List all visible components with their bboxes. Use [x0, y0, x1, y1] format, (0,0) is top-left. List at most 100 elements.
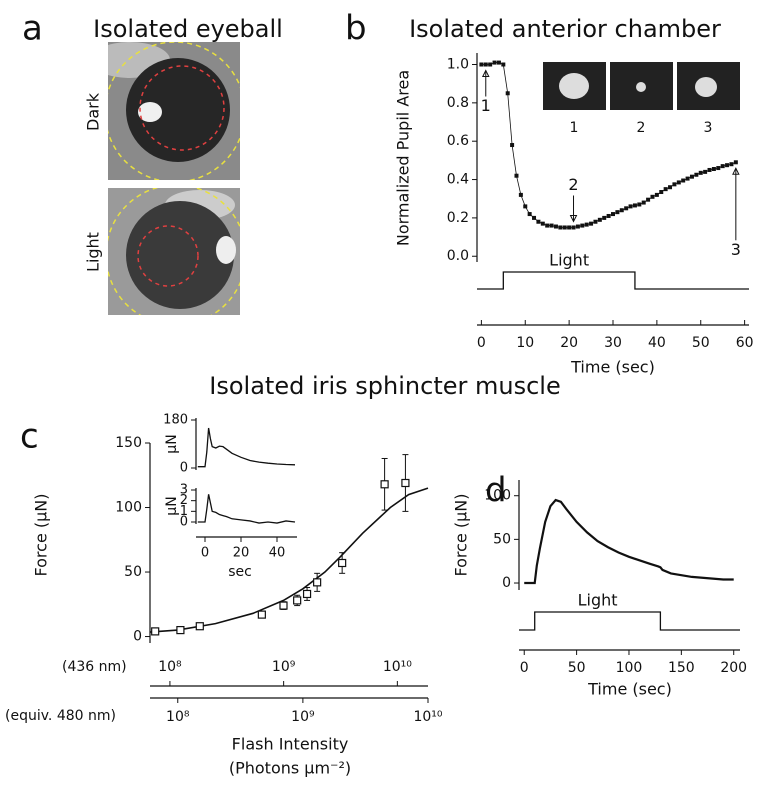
data-point: [195, 622, 204, 631]
x-tick-label: 10¹⁰: [383, 659, 412, 675]
x-axis-units: (Photons μm⁻²): [229, 759, 351, 778]
inset-image-label: 1: [570, 120, 579, 136]
y-tick-label: 0: [180, 515, 188, 530]
data-point: [527, 212, 532, 217]
data-point: [257, 610, 266, 619]
data-point: [593, 219, 598, 224]
data-point: [711, 167, 716, 172]
annotation-arrowhead: [569, 214, 578, 223]
y-axis-label: Force (μN): [32, 493, 51, 576]
data-point: [602, 215, 607, 220]
y-tick-label: 50: [124, 564, 142, 580]
y-tick-label: 50: [493, 531, 511, 547]
data-point: [685, 176, 690, 181]
y-axis-label: Normalized Pupil Area: [394, 70, 413, 246]
annotation-arrowhead: [481, 69, 490, 78]
stimulus-trace: [519, 611, 740, 631]
image-label: Dark: [84, 92, 103, 131]
stimulus-label: Light: [578, 591, 618, 610]
data-point: [676, 180, 681, 185]
data-point: [505, 91, 510, 96]
data-point: [733, 160, 738, 165]
x-axis-label: Flash Intensity: [232, 735, 349, 754]
data-point: [558, 225, 563, 230]
data-point: [532, 215, 537, 220]
data-point: [641, 200, 646, 205]
eye-image-dark: [108, 42, 240, 180]
data-point: [654, 192, 659, 197]
y-tick-label: 0.0: [447, 248, 469, 264]
x-axis-label: Time (sec): [587, 680, 672, 699]
x-tick-label: 10¹⁰: [413, 709, 442, 725]
eye-image-light: [108, 188, 240, 315]
data-point: [597, 217, 602, 222]
data-point: [536, 219, 541, 224]
panel-letter: b: [345, 9, 367, 49]
data-point: [606, 213, 611, 218]
force-trace: [524, 498, 734, 585]
stimulus-label: Light: [549, 251, 589, 270]
x-tick-label: 50: [568, 660, 586, 676]
data-point: [668, 185, 673, 190]
data-point: [650, 194, 655, 199]
y-tick-label: 1: [180, 504, 188, 519]
data-point: [646, 197, 651, 202]
y-tick-label: 3: [180, 483, 188, 498]
x-tick-label: 10⁹: [291, 709, 315, 725]
data-point: [707, 167, 712, 172]
x-tick-label: 20: [233, 546, 250, 561]
data-point: [549, 223, 554, 228]
data-point: [279, 601, 288, 610]
data-point: [545, 223, 550, 228]
data-point: [483, 62, 488, 67]
y-tick-label: 150: [115, 435, 142, 451]
data-point: [663, 187, 668, 192]
inset-trace: [197, 494, 296, 524]
x-tick-label: 10: [516, 335, 534, 351]
data-point: [479, 62, 484, 67]
data-point: [672, 182, 677, 187]
y-tick-label: 100: [115, 500, 142, 516]
x-tick-label: 10⁸: [166, 709, 190, 725]
y-tick-label: 180: [163, 413, 188, 428]
data-point: [496, 60, 501, 65]
data-point: [510, 143, 515, 148]
data-point: [584, 222, 589, 227]
y-tick-label: 0.4: [447, 172, 469, 188]
x-tick-label: 30: [604, 335, 622, 351]
x-tick-label: 40: [269, 546, 286, 561]
x-tick-label: 40: [648, 335, 666, 351]
data-point: [615, 210, 620, 215]
x-tick-label: 50: [692, 335, 710, 351]
panel-title: Isolated eyeball: [93, 15, 283, 43]
image-label: Light: [84, 232, 103, 272]
data-point: [380, 480, 389, 489]
inset-image-label: 3: [704, 120, 713, 136]
data-point: [501, 62, 506, 67]
data-point: [694, 172, 699, 177]
y-tick-label: 0: [180, 461, 188, 476]
x-tick-label: 100: [616, 660, 643, 676]
data-point: [514, 173, 519, 178]
data-point: [637, 202, 642, 207]
x-tick-label: 10⁸: [158, 659, 182, 675]
y-tick-label: 100: [484, 488, 511, 504]
data-point: [492, 60, 497, 65]
data-point: [703, 169, 708, 174]
x-tick-label: 200: [720, 660, 747, 676]
y-tick-label: 0: [133, 629, 142, 645]
data-point: [575, 224, 580, 229]
data-point: [698, 170, 703, 175]
data-point: [313, 578, 322, 587]
x-tick-label: 150: [668, 660, 695, 676]
panel-title: Isolated anterior chamber: [409, 15, 721, 43]
data-point: [176, 625, 185, 635]
inset-y-label: μN: [164, 434, 180, 453]
y-tick-label: 0.8: [447, 95, 469, 111]
data-point: [540, 221, 545, 226]
panel-letter: d: [485, 471, 507, 511]
data-point: [302, 589, 312, 599]
x2-axis-name: (436 nm): [62, 659, 127, 675]
inset-y-label: μN: [164, 496, 180, 515]
